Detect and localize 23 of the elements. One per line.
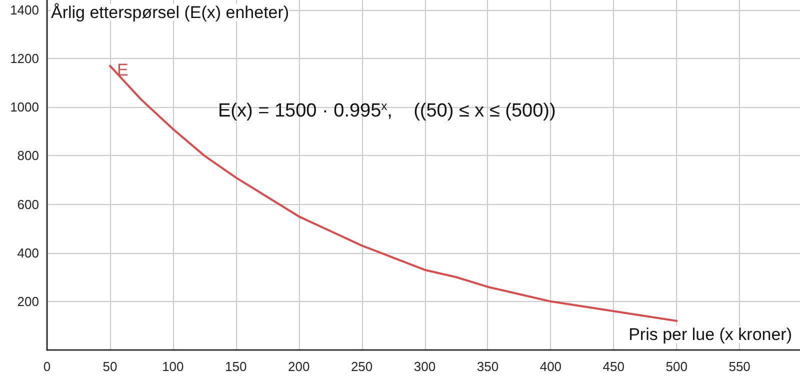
y-tick-label: 1400 xyxy=(10,2,39,18)
x-tick-label: 450 xyxy=(602,359,624,374)
y-axis-title: Årlig etterspørsel (E(x) enheter) xyxy=(51,3,290,22)
x-tick-label: 350 xyxy=(476,359,499,374)
x-tick-label: 400 xyxy=(540,359,562,374)
line-series xyxy=(108,64,678,322)
x-axis-title: Pris per lue (x kroner) xyxy=(628,325,792,344)
x-tick-label: 200 xyxy=(288,359,310,374)
y-tick-label: 600 xyxy=(17,196,39,212)
x-tick-label: 150 xyxy=(225,359,247,374)
x-tick-label: 300 xyxy=(414,359,436,374)
series-label: E xyxy=(116,60,128,80)
y-tick-label: 1000 xyxy=(10,100,39,115)
y-tick-label: 200 xyxy=(17,294,39,309)
y-tick-label: 800 xyxy=(17,148,39,164)
x-tick-label: 500 xyxy=(666,359,688,374)
x-tick-label: 50 xyxy=(102,359,118,374)
x-tick-label: 100 xyxy=(162,359,184,374)
x-tick-label: 250 xyxy=(350,359,373,374)
x-tick-label: 550 xyxy=(728,359,750,374)
y-tick-label: 1200 xyxy=(10,51,39,66)
y-tick-label: 400 xyxy=(17,245,39,260)
x-tick-label: 0 xyxy=(43,359,51,374)
